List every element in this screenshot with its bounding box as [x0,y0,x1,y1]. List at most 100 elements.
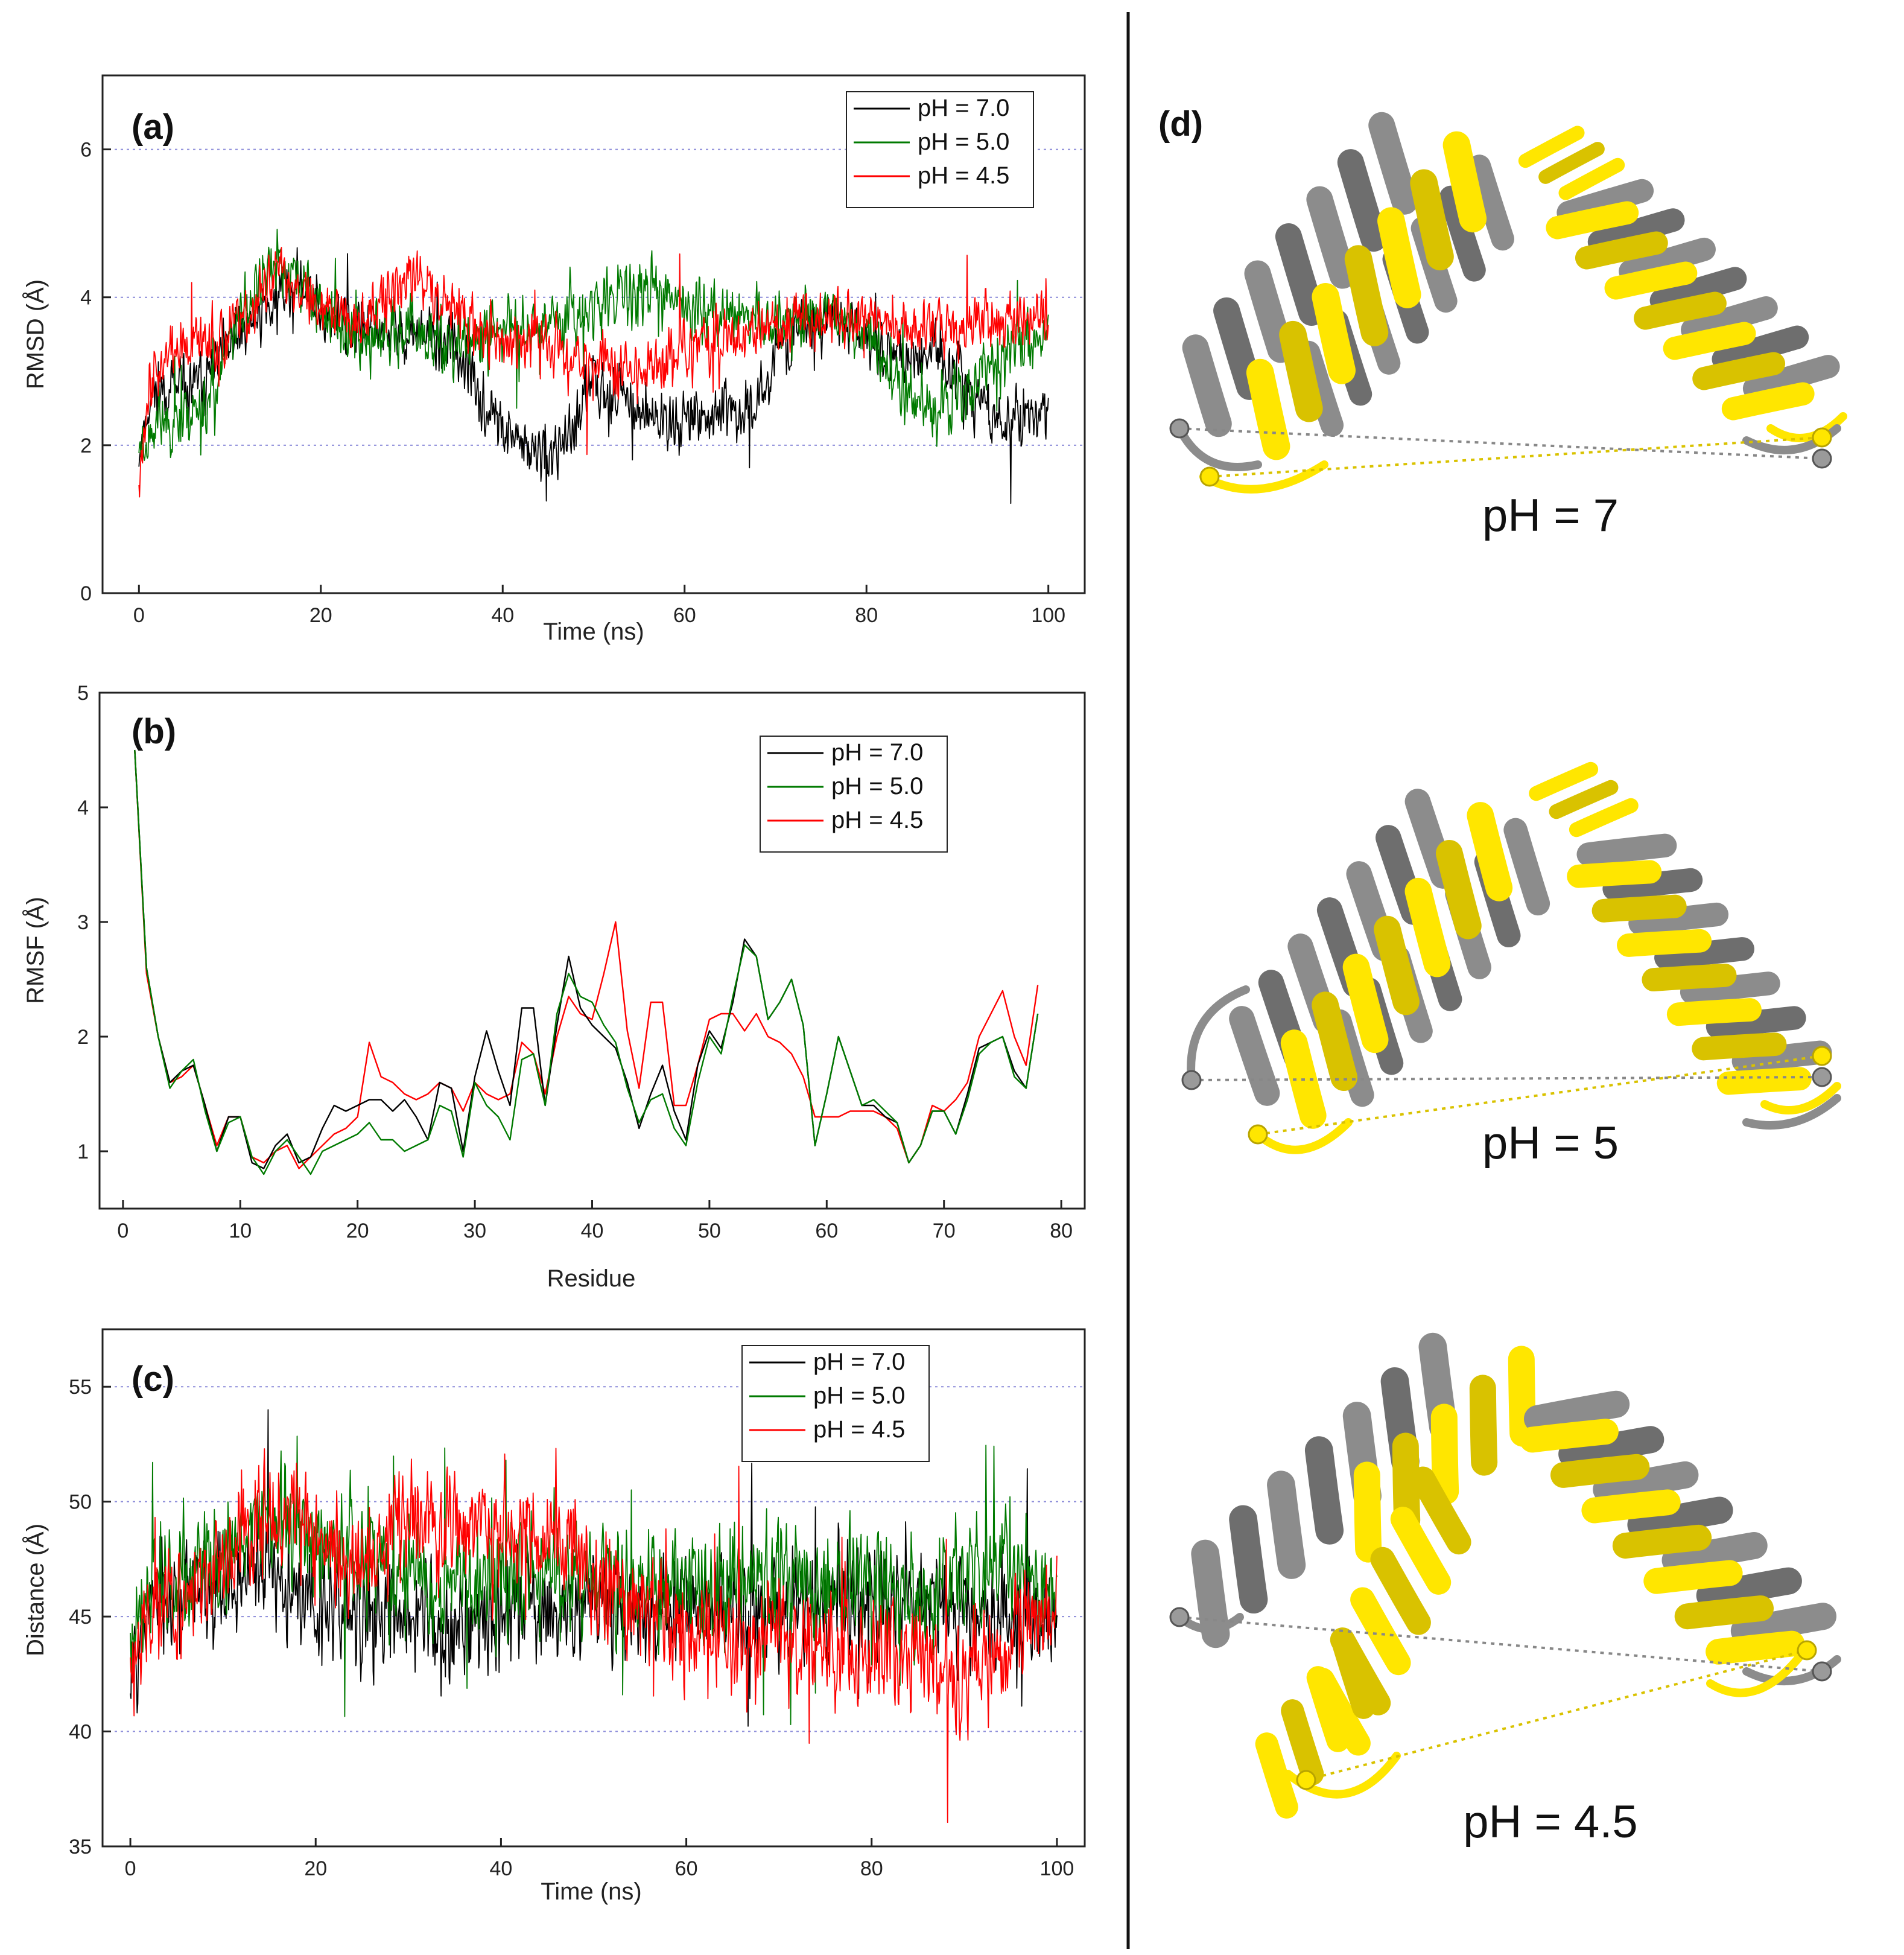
x-tick-label: 50 [698,1219,721,1242]
helix-turn [1518,126,1585,168]
terminus-sphere [1169,1607,1190,1627]
helix-turn [1674,1595,1774,1630]
legend-b: pH = 7.0 pH = 5.0 pH = 4.5 [760,736,948,853]
x-tick-label: 80 [855,604,878,627]
ticks-a: 0 20 40 60 80 100 0 2 4 6 [80,139,1065,627]
y-tick-label: 50 [69,1491,92,1514]
helix-turn [1229,1006,1280,1106]
x-tick-label: 100 [1040,1857,1074,1880]
loop [1742,1094,1841,1130]
terminus-sphere [1169,418,1190,439]
helix-turn [1267,1470,1306,1579]
panel-b: 0 10 20 30 40 50 60 70 80 1 2 3 4 5 (b) Residue RMSF … [22,682,1086,1292]
x-tick-label: 70 [933,1219,956,1242]
helix-turn [1681,296,1778,342]
legend-box [760,736,948,853]
helix-turn [1643,1560,1743,1594]
helix-turn [1591,894,1687,923]
helix-turn [1538,142,1605,184]
helix-turn [1213,297,1263,400]
y-axis-title-c: Distance (Å) [22,1524,49,1656]
structure-overlay [1169,112,1847,494]
x-tick-label: 40 [491,604,514,627]
structure-caption: pH = 7 [1482,490,1619,541]
panel-label-b: (b) [132,712,176,751]
helix-turn [1663,322,1756,360]
legend-a: pH = 7.0 pH = 5.0 pH = 4.5 [846,91,1034,208]
x-tick-label: 20 [309,604,332,627]
series-line-ph50 [138,229,1049,461]
y-tick-label: 4 [77,796,89,819]
helix-turn [1332,1633,1376,1719]
y-tick-label: 3 [77,911,89,934]
helix-turn [1503,818,1550,916]
helix-turn [1255,1732,1298,1819]
y-tick-label: 2 [77,1026,89,1049]
y-tick-label: 6 [80,139,92,162]
helix-turn [1337,149,1387,252]
series-line-ph70 [130,1409,1058,1727]
helix-turn [1390,1507,1452,1595]
y-tick-label: 55 [69,1376,92,1399]
terminus-sphere [1181,1070,1202,1090]
grid-c [103,1386,1085,1732]
y-tick-label: 4 [80,287,92,310]
helix-turn [1567,860,1662,888]
helix-turn [1716,1067,1812,1095]
terminus-sphere [1812,1661,1832,1682]
helix-turn [1353,1461,1382,1563]
loop [1760,1082,1841,1114]
helix-turn [1439,185,1486,282]
helix-turn [1692,1032,1787,1061]
helix-turn [1377,207,1421,308]
x-tick-label: 80 [1050,1219,1073,1242]
ticks-b: 0 10 20 30 40 50 60 70 80 1 2 3 4 5 [77,682,1073,1242]
helix-turn [1467,802,1513,901]
helix-turn [1604,261,1698,300]
loop [1766,412,1847,442]
helix-turn [1469,1375,1498,1476]
helix-turn [1549,780,1619,819]
structure-overlay [1169,1332,1841,1819]
panel-c: 0 20 40 60 80 100 35 40 45 50 55 (c) Time (ns) Dis… [22,1328,1086,1905]
helix-turn [1706,1630,1805,1665]
helix-turn [1442,131,1487,233]
helix-turn [1731,1040,1832,1073]
helix-turn [1191,1539,1230,1648]
x-tick-label: 40 [490,1857,513,1880]
helix-turn [1280,1029,1327,1129]
series-line-ph70 [134,749,1039,1169]
helix-turn [1680,971,1780,1005]
legend-c: pH = 7.0 pH = 5.0 pH = 4.5 [741,1345,930,1462]
terminus-sphere [1199,466,1220,487]
helix-turn [1649,267,1747,313]
loop [1254,1118,1353,1154]
helix-turn [1602,868,1703,901]
x-tick-label: 0 [125,1857,136,1880]
helix-turn [1312,991,1358,1091]
x-tick-label: 0 [133,604,145,627]
helix-turn [1661,1532,1768,1574]
y-tick-label: 35 [69,1836,92,1858]
structure-overlay [1181,761,1841,1154]
helix-turn [1411,1466,1471,1555]
helix-turn [1666,998,1762,1026]
helix-turn [1546,201,1639,240]
x-tick-label: 100 [1031,604,1065,627]
x-axis-title-b: Residue [547,1265,636,1292]
helix-turn [1587,208,1685,254]
legend-box [741,1345,930,1462]
x-tick-label: 0 [117,1219,129,1242]
helix-turn [1529,761,1599,801]
series-line-ph45 [138,247,1049,498]
terminus-sphere [1797,1640,1817,1661]
x-tick-label: 20 [304,1857,327,1880]
terminus-sphere [1812,448,1832,469]
helix-turn [1519,1419,1619,1453]
helix-turn [1569,798,1639,838]
y-tick-label: 2 [80,434,92,457]
series-group-b [134,749,1039,1175]
x-axis-title-c: Time (ns) [541,1878,641,1905]
helix-turn [1229,1505,1268,1614]
helix-turn [1617,929,1712,957]
